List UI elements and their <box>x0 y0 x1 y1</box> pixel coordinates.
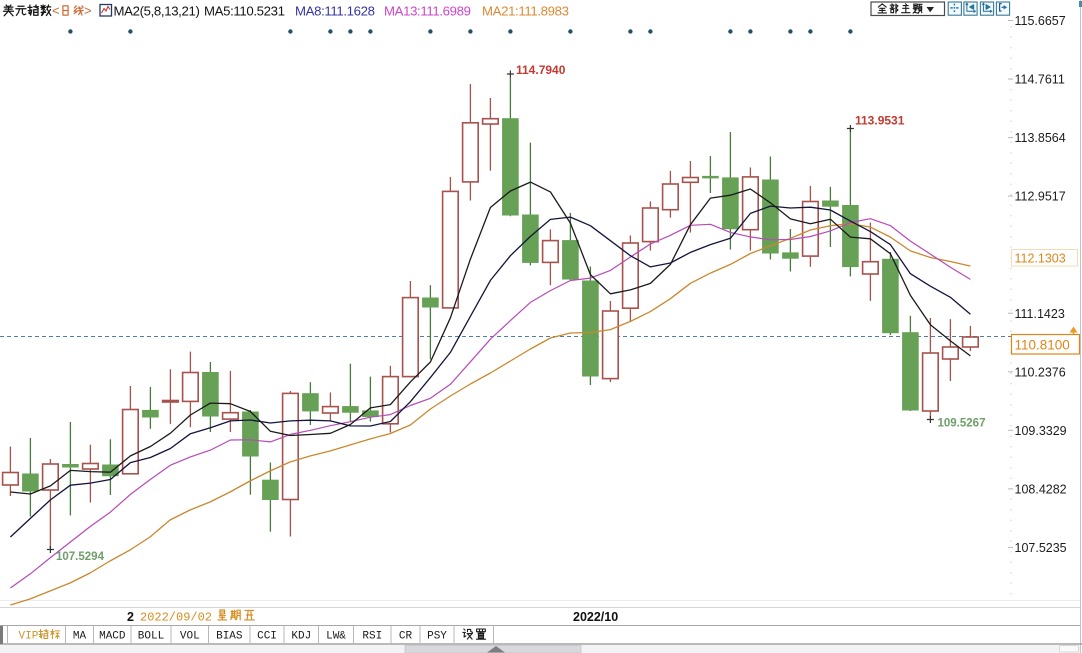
svg-text:2: 2 <box>127 610 134 624</box>
svg-text:MACD: MACD <box>99 631 126 643</box>
svg-text:>: > <box>84 3 92 18</box>
svg-text:<: < <box>52 3 60 18</box>
svg-text:RSI: RSI <box>362 631 382 643</box>
svg-text:MA: MA <box>73 631 87 643</box>
svg-text:MA13:111.6989: MA13:111.6989 <box>384 4 471 19</box>
svg-text:MA8:111.1628: MA8:111.1628 <box>295 4 375 19</box>
svg-text:113.9531: 113.9531 <box>855 114 905 128</box>
svg-text:PSY: PSY <box>427 631 447 643</box>
svg-text:MA21:111.8983: MA21:111.8983 <box>482 4 569 19</box>
svg-text:115.6657: 115.6657 <box>1015 14 1066 28</box>
svg-text:2022/09/02: 2022/09/02 <box>140 611 212 625</box>
svg-text:MA5:110.5231: MA5:110.5231 <box>204 4 285 19</box>
svg-text:CR: CR <box>399 631 413 643</box>
svg-text:2022/10: 2022/10 <box>573 610 618 624</box>
svg-text:113.8564: 113.8564 <box>1015 131 1066 145</box>
svg-text:BIAS: BIAS <box>216 631 243 643</box>
svg-text:VIP: VIP <box>19 631 39 643</box>
svg-text:MA2(5,8,13,21): MA2(5,8,13,21) <box>114 4 200 19</box>
svg-text:LW&: LW& <box>326 631 346 643</box>
svg-text:109.5267: 109.5267 <box>938 418 986 430</box>
svg-text:114.7611: 114.7611 <box>1015 73 1065 87</box>
svg-text:114.7940: 114.7940 <box>516 63 566 77</box>
svg-text:112.9517: 112.9517 <box>1015 190 1066 204</box>
svg-text:110.8100: 110.8100 <box>1015 338 1070 353</box>
svg-text:109.3329: 109.3329 <box>1015 424 1067 438</box>
svg-text:112.1303: 112.1303 <box>1015 251 1066 265</box>
svg-text:111.1423: 111.1423 <box>1015 307 1065 321</box>
svg-text:KDJ: KDJ <box>291 631 311 643</box>
svg-text:CCI: CCI <box>257 631 277 643</box>
svg-text:107.5235: 107.5235 <box>1015 541 1067 555</box>
svg-text:BOLL: BOLL <box>138 631 164 643</box>
svg-text:110.2376: 110.2376 <box>1015 365 1066 379</box>
svg-text:VOL: VOL <box>180 631 200 643</box>
svg-text:107.5294: 107.5294 <box>56 551 105 563</box>
svg-text:108.4282: 108.4282 <box>1015 482 1067 496</box>
